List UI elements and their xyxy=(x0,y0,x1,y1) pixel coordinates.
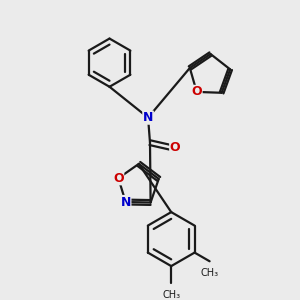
Text: CH₃: CH₃ xyxy=(162,290,180,300)
Text: O: O xyxy=(170,141,180,154)
Text: O: O xyxy=(191,85,202,98)
Text: N: N xyxy=(143,111,153,124)
Text: CH₃: CH₃ xyxy=(201,268,219,278)
Text: N: N xyxy=(121,196,131,208)
Text: O: O xyxy=(113,172,124,185)
